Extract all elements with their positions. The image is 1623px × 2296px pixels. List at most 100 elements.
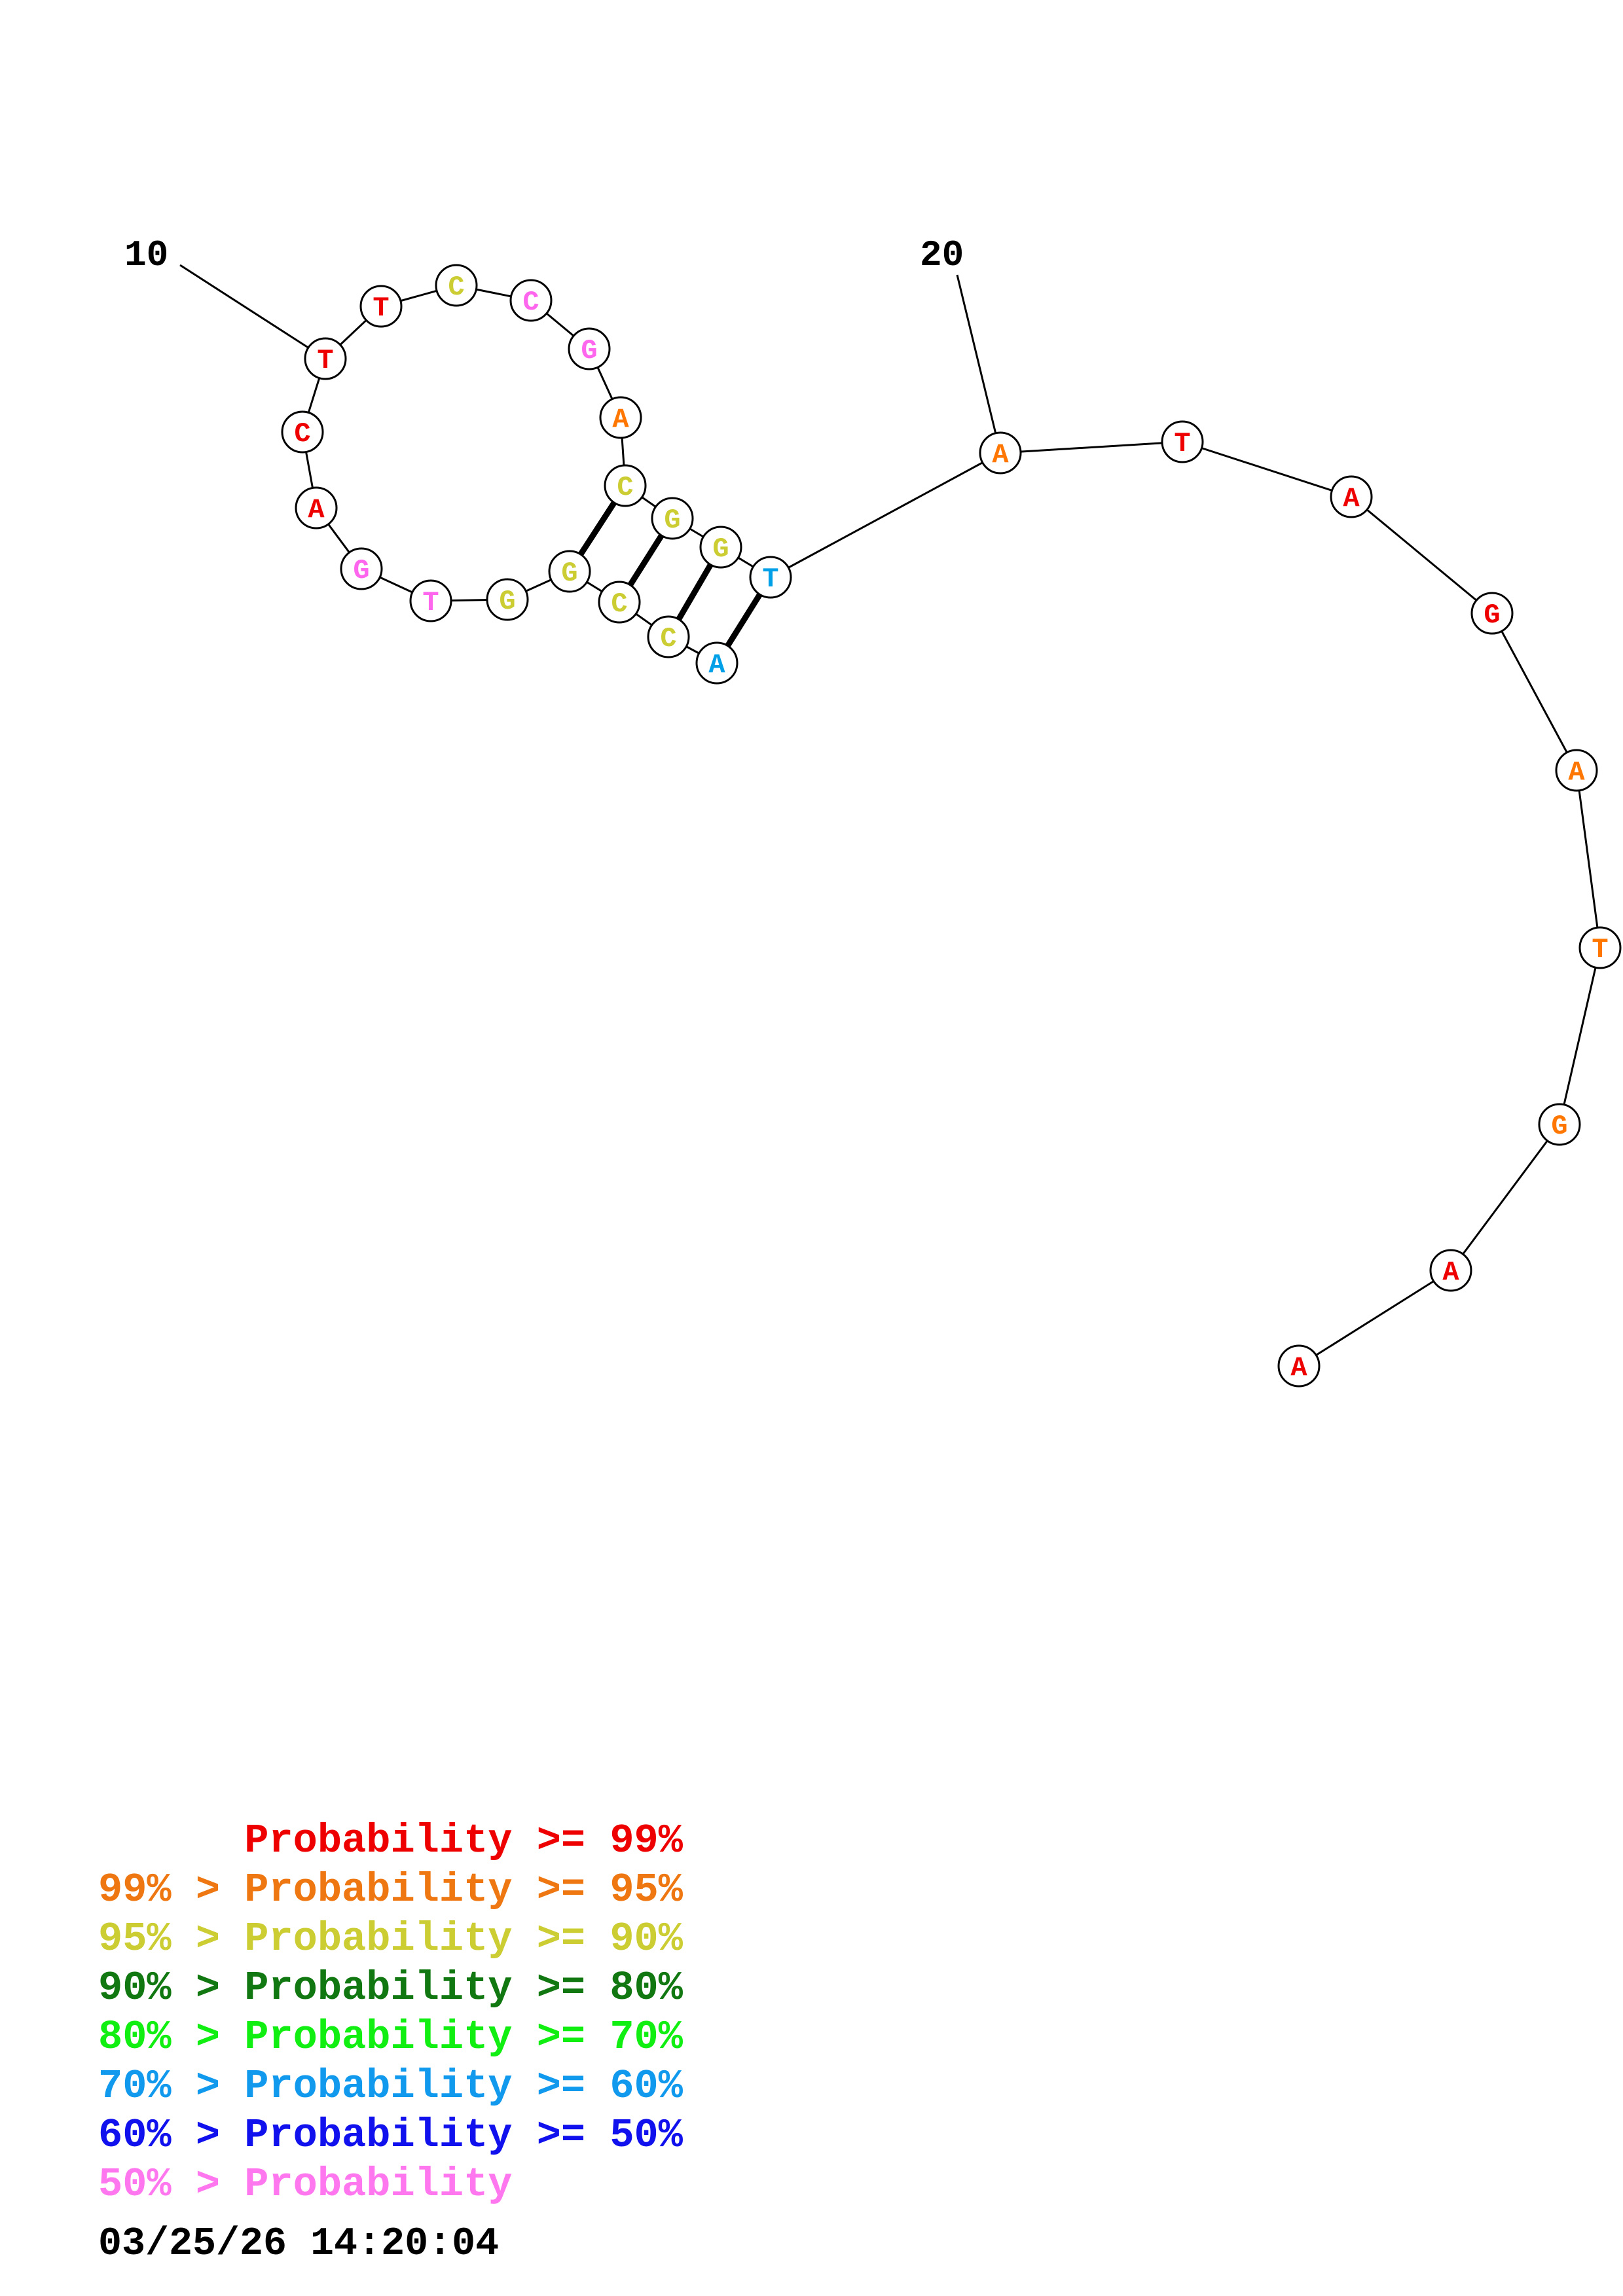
nucleotide-circle: [651, 497, 694, 540]
nucleotide: A: [1429, 1249, 1472, 1292]
nucleotide-circle: [1555, 749, 1598, 792]
nucleotide-label: A: [1442, 1257, 1459, 1288]
legend-entry: 70% > Probability >= 60%: [98, 2063, 683, 2109]
nucleotide-label: A: [612, 404, 629, 435]
nucleotide: C: [435, 264, 478, 307]
nucleotide-circle: [598, 581, 641, 624]
backbone-segment: [1575, 770, 1601, 948]
nucleotide-circle: [304, 337, 347, 380]
legend-entry: Probability >= 99%: [98, 1818, 683, 1864]
nucleotide-label: T: [1592, 934, 1608, 965]
nucleotide-circle: [1161, 420, 1204, 463]
nucleotide-label: A: [992, 439, 1009, 471]
probability-legend: Probability >= 99% 99% > Probability >= 9…: [98, 1816, 683, 2209]
nucleotide-label: T: [762, 564, 778, 595]
nucleotide-circle: [281, 410, 324, 454]
nucleotide-circle: [295, 486, 338, 529]
index-marker-label: 10: [124, 234, 168, 276]
nucleotide-label: G: [499, 586, 515, 617]
nucleotide-label: C: [617, 472, 633, 503]
nucleotide-label: G: [1551, 1111, 1567, 1142]
index-marker-label: 20: [920, 234, 964, 276]
index-marker-lines: [179, 264, 1002, 454]
nucleotide: T: [1578, 926, 1622, 969]
backbone-segment: [1000, 440, 1183, 454]
base-pair-bond: [676, 563, 714, 621]
nucleotide-label: T: [422, 587, 439, 619]
nucleotide-circle: [1538, 1103, 1581, 1146]
nucleotide-label: A: [1290, 1352, 1307, 1384]
nucleotide: G: [486, 578, 529, 621]
nucleotide: A: [1330, 475, 1373, 518]
nucleotide: C: [281, 410, 324, 454]
legend-entry: 90% > Probability >= 80%: [98, 1965, 683, 2011]
base-pair-bond: [578, 501, 617, 556]
nucleotide-circle: [409, 579, 452, 622]
base-pair-bonds: [578, 501, 763, 648]
nucleotide-circle: [1330, 475, 1373, 518]
nucleotide-circle: [1578, 926, 1622, 969]
nucleotide: G: [568, 327, 611, 370]
nucleotide-label: C: [660, 623, 676, 655]
nucleotide-label: C: [448, 272, 464, 303]
base-pair-bond: [725, 592, 763, 648]
nucleotide-label: A: [1343, 483, 1360, 514]
nucleotide: G: [699, 526, 742, 569]
backbone-lines: [301, 284, 1601, 1367]
nucleotide: G: [1538, 1103, 1581, 1146]
nucleotide-label: G: [581, 335, 597, 367]
nucleotide-circle: [359, 285, 403, 328]
nucleotide: G: [340, 547, 383, 590]
nucleotide: G: [1470, 592, 1514, 635]
backbone-segment: [1491, 613, 1578, 771]
backbone-segment: [1298, 1269, 1451, 1367]
nucleotide-label: C: [294, 418, 310, 450]
index-marker-labels: 10 20: [124, 234, 964, 276]
nucleotide-circle: [647, 615, 690, 658]
nucleotide-label: G: [561, 558, 577, 589]
nucleotide: T: [749, 556, 792, 599]
backbone-segment: [1450, 1124, 1561, 1271]
nucleotide-circle: [435, 264, 478, 307]
nucleotide-circle: [979, 431, 1022, 475]
nucleotide: C: [509, 279, 553, 322]
nucleotide: G: [651, 497, 694, 540]
nucleotide-label: G: [1484, 600, 1500, 631]
nucleotide: A: [695, 641, 739, 685]
legend-entry: 99% > Probability >= 95%: [98, 1867, 683, 1913]
backbone-segment: [1351, 495, 1493, 615]
nucleotide-circle: [340, 547, 383, 590]
nucleotide: A: [599, 396, 642, 439]
nucleotide-circle: [749, 556, 792, 599]
nucleotide-circle: [548, 550, 591, 593]
nucleotide-label: G: [664, 505, 680, 536]
nucleotide-circle: [1470, 592, 1514, 635]
nucleotide-circle: [568, 327, 611, 370]
nucleotide: A: [1555, 749, 1598, 792]
nucleotide-circle: [699, 526, 742, 569]
nucleotide-label: A: [708, 649, 725, 681]
nucleotide-label: T: [373, 293, 389, 324]
nucleotide: C: [598, 581, 641, 624]
nucleotide-label: T: [1174, 428, 1190, 459]
nucleotide: C: [647, 615, 690, 658]
nucleotide: A: [295, 486, 338, 529]
nucleotide-circle: [486, 578, 529, 621]
nucleotide-label: T: [317, 345, 333, 376]
nucleotide-circle: [509, 279, 553, 322]
nucleotide-label: A: [308, 494, 325, 526]
nucleotide-circle: [599, 396, 642, 439]
nucleotide-circle: [1277, 1344, 1321, 1388]
legend-entry: 95% > Probability >= 90%: [98, 1916, 683, 1962]
nucleotide: A: [979, 431, 1022, 475]
nucleotide: A: [1277, 1344, 1321, 1388]
backbone-segment: [1182, 440, 1352, 498]
nucleotide: T: [409, 579, 452, 622]
nucleotide-label: C: [522, 287, 539, 318]
nucleotide: T: [1161, 420, 1204, 463]
legend-entry: 50% > Probability: [98, 2161, 513, 2208]
nucleotide-label: G: [353, 555, 369, 586]
nucleotide: T: [359, 285, 403, 328]
nucleotide-circle: [604, 464, 647, 507]
